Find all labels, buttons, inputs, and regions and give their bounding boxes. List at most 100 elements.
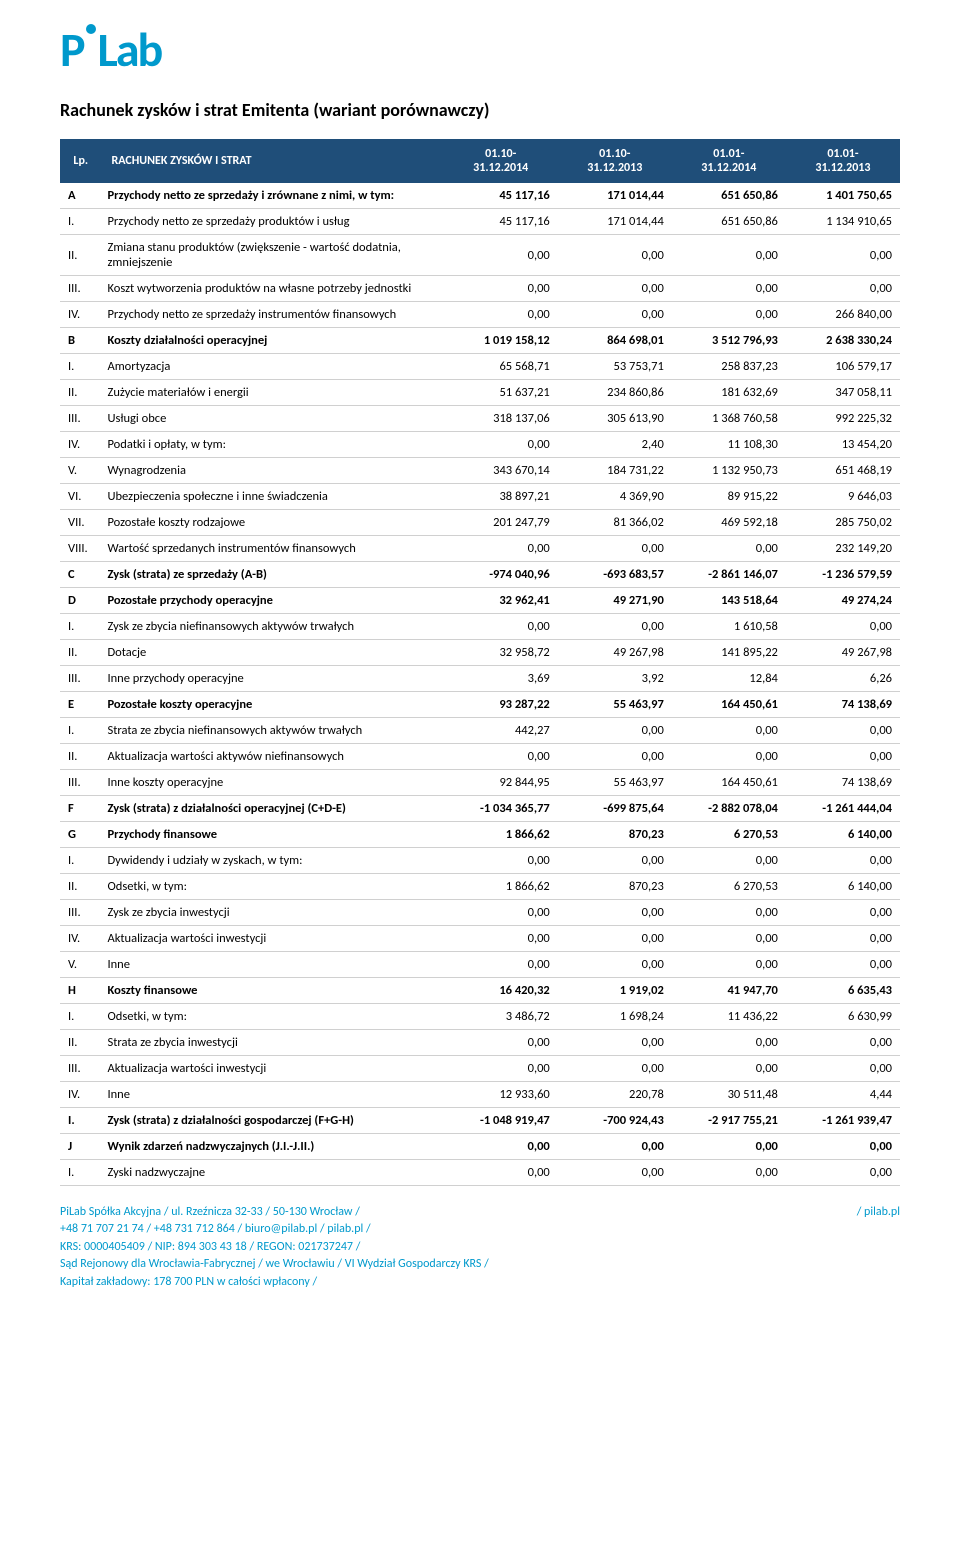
cell-value: 343 670,14	[444, 458, 558, 484]
table-row: III.Koszt wytworzenia produktów na własn…	[60, 276, 900, 302]
cell-value: 0,00	[786, 276, 900, 302]
table-row: III.Inne przychody operacyjne3,693,9212,…	[60, 666, 900, 692]
cell-value: 30 511,48	[672, 1082, 786, 1108]
cell-value: 0,00	[444, 848, 558, 874]
cell-name: Zysk (strata) z działalności gospodarcze…	[101, 1108, 443, 1134]
table-row: III.Inne koszty operacyjne92 844,9555 46…	[60, 770, 900, 796]
cell-value: 4,44	[786, 1082, 900, 1108]
cell-lp: I.	[60, 614, 101, 640]
cell-value: -699 875,64	[558, 796, 672, 822]
cell-value: 651 650,86	[672, 183, 786, 209]
table-body: APrzychody netto ze sprzedaży i zrównane…	[60, 183, 900, 1186]
col-period-2: 01.10-31.12.2013	[558, 139, 672, 183]
cell-lp: III.	[60, 900, 101, 926]
table-row: I.Zysk ze zbycia niefinansowych aktywów …	[60, 614, 900, 640]
cell-value: 1 401 750,65	[786, 183, 900, 209]
cell-value: 141 895,22	[672, 640, 786, 666]
cell-value: 0,00	[444, 744, 558, 770]
cell-name: Inne	[101, 952, 443, 978]
cell-name: Odsetki, w tym:	[101, 1004, 443, 1030]
table-row: EPozostałe koszty operacyjne93 287,2255 …	[60, 692, 900, 718]
cell-value: 171 014,44	[558, 183, 672, 209]
table-row: I.Przychody netto ze sprzedaży produktów…	[60, 209, 900, 235]
cell-value: 12,84	[672, 666, 786, 692]
table-row: GPrzychody finansowe1 866,62870,236 270,…	[60, 822, 900, 848]
table-row: I.Amortyzacja65 568,7153 753,71258 837,2…	[60, 354, 900, 380]
table-row: IV.Przychody netto ze sprzedaży instrume…	[60, 302, 900, 328]
cell-name: Dywidendy i udziały w zyskach, w tym:	[101, 848, 443, 874]
cell-value: 55 463,97	[558, 692, 672, 718]
cell-value: 13 454,20	[786, 432, 900, 458]
cell-value: 12 933,60	[444, 1082, 558, 1108]
cell-value: 0,00	[558, 1160, 672, 1186]
table-row: I.Odsetki, w tym:3 486,721 698,2411 436,…	[60, 1004, 900, 1030]
cell-name: Zysk (strata) ze sprzedaży (A-B)	[101, 562, 443, 588]
cell-value: 0,00	[672, 302, 786, 328]
cell-value: 0,00	[672, 744, 786, 770]
cell-name: Podatki i opłaty, w tym:	[101, 432, 443, 458]
cell-value: 0,00	[786, 900, 900, 926]
cell-value: 0,00	[444, 952, 558, 978]
cell-lp: IV.	[60, 926, 101, 952]
cell-lp: IV.	[60, 302, 101, 328]
cell-name: Wartość sprzedanych instrumentów finanso…	[101, 536, 443, 562]
cell-value: 864 698,01	[558, 328, 672, 354]
cell-value: 232 149,20	[786, 536, 900, 562]
cell-value: 0,00	[558, 952, 672, 978]
cell-lp: II.	[60, 380, 101, 406]
cell-value: 0,00	[444, 926, 558, 952]
cell-name: Usługi obce	[101, 406, 443, 432]
cell-value: 469 592,18	[672, 510, 786, 536]
cell-name: Inne	[101, 1082, 443, 1108]
cell-lp: E	[60, 692, 101, 718]
cell-value: 0,00	[444, 235, 558, 276]
cell-value: -700 924,43	[558, 1108, 672, 1134]
cell-value: 45 117,16	[444, 183, 558, 209]
cell-lp: J	[60, 1134, 101, 1160]
table-row: II.Zużycie materiałów i energii51 637,21…	[60, 380, 900, 406]
footer-right: / pilab.pl	[857, 1204, 900, 1291]
cell-value: 347 058,11	[786, 380, 900, 406]
cell-value: 0,00	[672, 1134, 786, 1160]
cell-lp: VI.	[60, 484, 101, 510]
cell-value: 32 962,41	[444, 588, 558, 614]
cell-value: 0,00	[444, 1134, 558, 1160]
cell-value: 0,00	[558, 848, 672, 874]
cell-value: 74 138,69	[786, 770, 900, 796]
table-row: VI.Ubezpieczenia społeczne i inne świadc…	[60, 484, 900, 510]
table-row: II.Odsetki, w tym:1 866,62870,236 270,53…	[60, 874, 900, 900]
table-row: BKoszty działalności operacyjnej1 019 15…	[60, 328, 900, 354]
cell-name: Inne koszty operacyjne	[101, 770, 443, 796]
table-row: HKoszty finansowe16 420,321 919,0241 947…	[60, 978, 900, 1004]
cell-lp: I.	[60, 1160, 101, 1186]
cell-value: -693 683,57	[558, 562, 672, 588]
cell-name: Wynagrodzenia	[101, 458, 443, 484]
cell-value: 1 866,62	[444, 874, 558, 900]
cell-lp: G	[60, 822, 101, 848]
cell-value: 651 468,19	[786, 458, 900, 484]
cell-value: 49 274,24	[786, 588, 900, 614]
cell-lp: II.	[60, 640, 101, 666]
cell-value: 0,00	[672, 276, 786, 302]
table-row: VIII.Wartość sprzedanych instrumentów fi…	[60, 536, 900, 562]
cell-lp: VIII.	[60, 536, 101, 562]
cell-value: 6 140,00	[786, 874, 900, 900]
cell-value: 49 271,90	[558, 588, 672, 614]
footer-line: KRS: 0000405409 / NIP: 894 303 43 18 / R…	[60, 1239, 489, 1256]
cell-value: 0,00	[558, 1056, 672, 1082]
cell-lp: V.	[60, 952, 101, 978]
cell-name: Zyski nadzwyczajne	[101, 1160, 443, 1186]
cell-value: 49 267,98	[558, 640, 672, 666]
cell-value: 0,00	[672, 1056, 786, 1082]
cell-value: 0,00	[444, 614, 558, 640]
cell-value: 9 646,03	[786, 484, 900, 510]
footer-line: Sąd Rejonowy dla Wrocławia-Fabrycznej / …	[60, 1256, 489, 1273]
cell-value: 1 019 158,12	[444, 328, 558, 354]
cell-lp: III.	[60, 406, 101, 432]
cell-value: 0,00	[786, 1056, 900, 1082]
cell-name: Zmiana stanu produktów (zwiększenie - wa…	[101, 235, 443, 276]
table-row: III.Usługi obce318 137,06305 613,901 368…	[60, 406, 900, 432]
cell-name: Zysk ze zbycia inwestycji	[101, 900, 443, 926]
cell-value: 0,00	[672, 900, 786, 926]
cell-name: Koszt wytworzenia produktów na własne po…	[101, 276, 443, 302]
